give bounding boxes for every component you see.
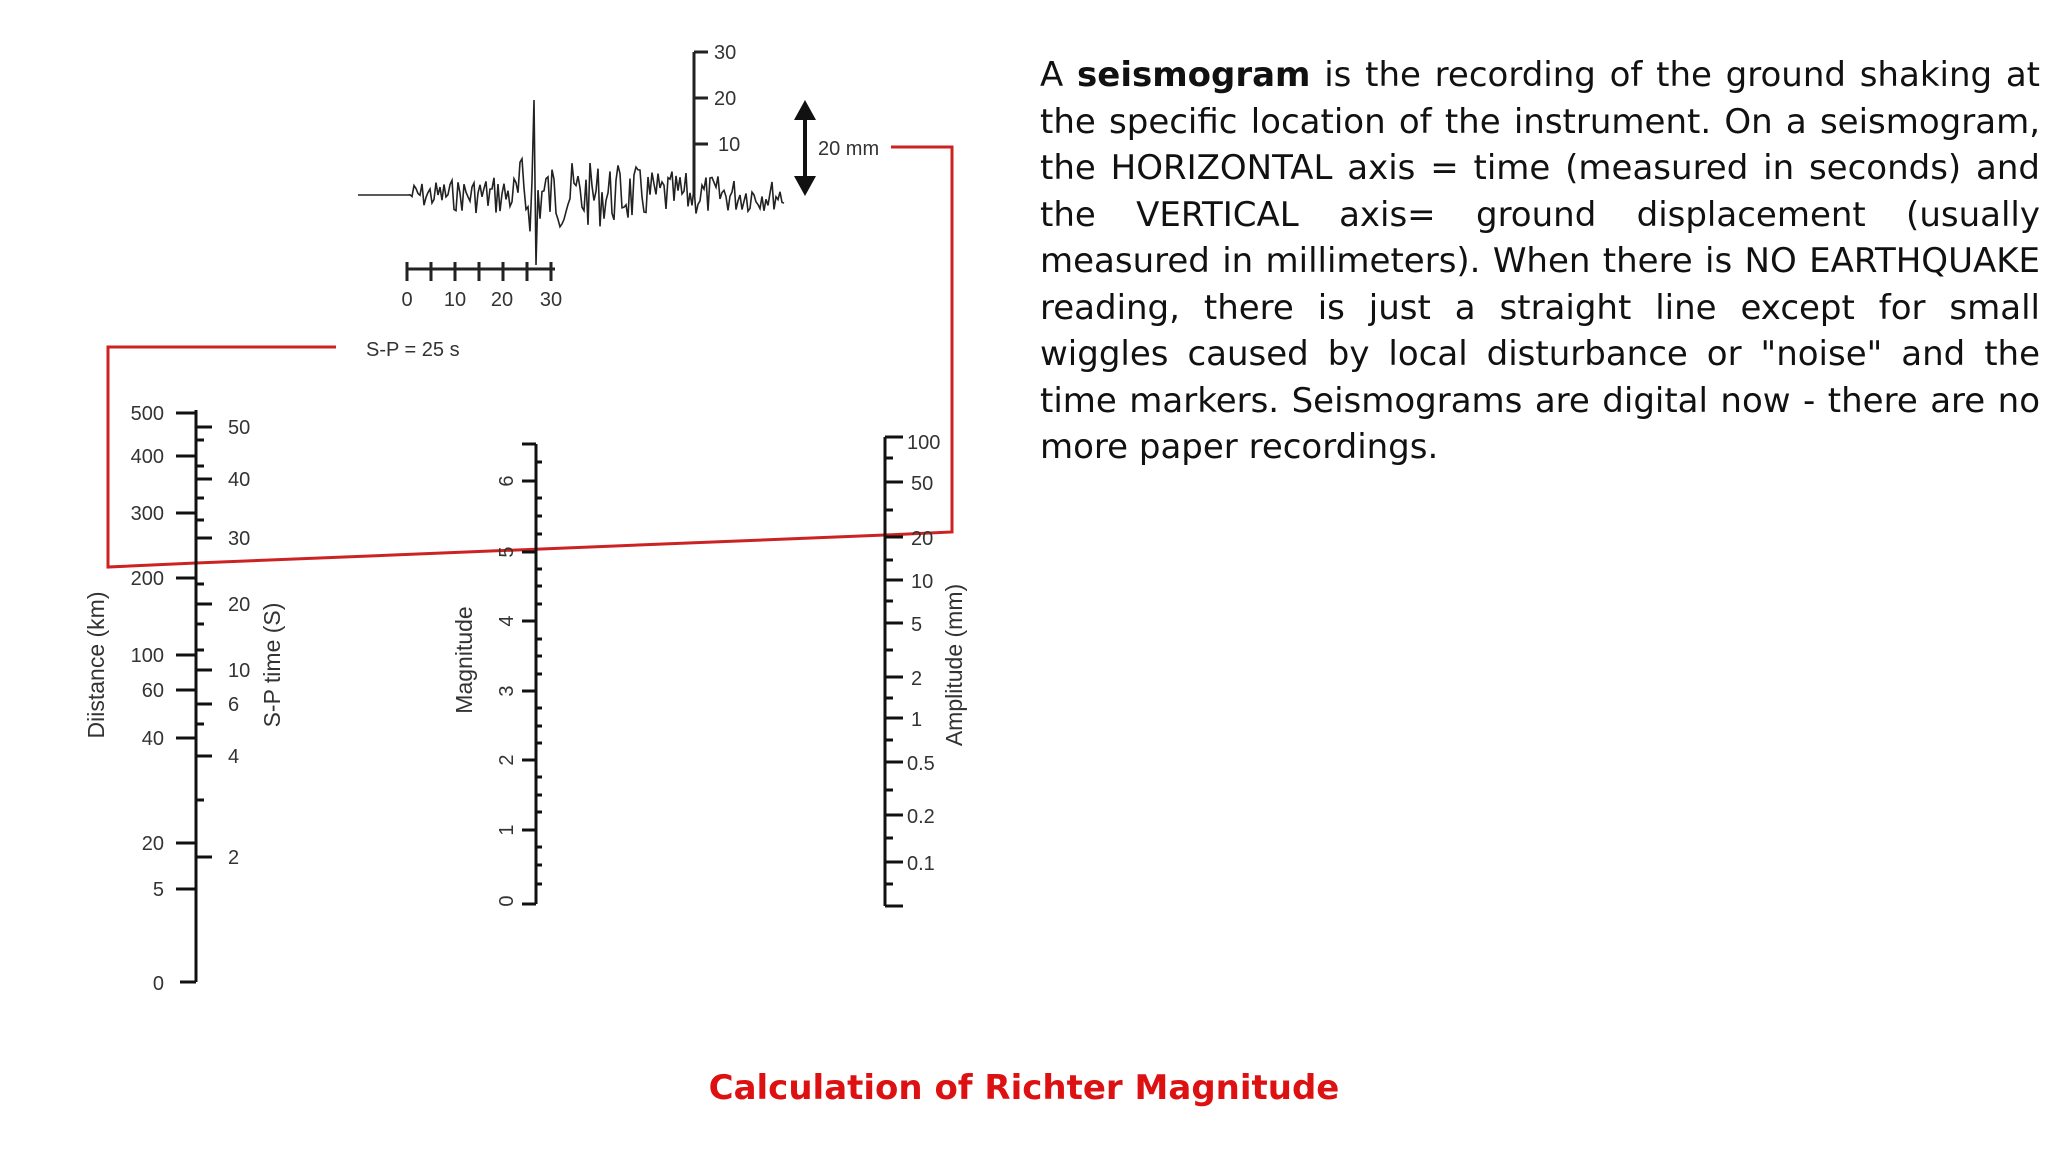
amplitude-axis-tick-label: 0.1 — [907, 853, 935, 875]
sp-tick-label: 20 — [228, 594, 250, 616]
description-body: is the recording of the ground shaking a… — [1040, 55, 2040, 467]
magnitude-axis-title: Magnitude — [451, 606, 477, 713]
magnitude-tick-label: 2 — [496, 754, 518, 765]
amplitude-axis-tick-label: 100 — [907, 432, 940, 454]
time-tick-label: 0 — [401, 289, 412, 311]
amplitude-tick-label: 30 — [714, 42, 736, 64]
magnitude-tick-label: 1 — [496, 824, 518, 835]
amplitude-axis-tick-label: 0.5 — [907, 753, 935, 775]
figure-caption: Calculation of Richter Magnitude — [708, 1068, 1340, 1108]
amplitude-tick-labels: 100 50 20 10 5 2 1 0.5 0.2 0.1 — [907, 432, 940, 875]
amplitude-axis-title: Amplitude (mm) — [941, 584, 967, 746]
distance-tick-labels: 500 400 300 200 100 60 40 20 5 0 — [131, 403, 164, 995]
amplitude-axis-tick-label: 20 — [911, 528, 933, 550]
amplitude-label: 20 mm — [818, 138, 879, 160]
distance-tick-label: 60 — [142, 680, 164, 702]
seismogram: 0 10 20 30 30 20 10 20 mm S-P = 25 s — [358, 42, 879, 361]
distance-tick-label: 100 — [131, 645, 164, 667]
sp-tick-label: 50 — [228, 417, 250, 439]
distance-tick-label: 5 — [153, 879, 164, 901]
double-arrow-icon — [794, 100, 816, 196]
time-tick-label: 30 — [540, 289, 562, 311]
time-tick-label: 10 — [444, 289, 466, 311]
sp-tick-label: 6 — [228, 694, 239, 716]
seismogram-amplitude-scale — [692, 50, 708, 196]
sp-axis-title: S-P time (S) — [259, 603, 285, 728]
distance-tick-label: 500 — [131, 403, 164, 425]
magnitude-tick-label: 3 — [496, 685, 518, 696]
amplitude-tick-label: 10 — [718, 134, 740, 156]
amplitude-axis-tick-label: 10 — [911, 571, 933, 593]
sp-label: S-P = 25 s — [366, 339, 460, 361]
distance-tick-label: 400 — [131, 446, 164, 468]
seismogram-time-scale — [405, 262, 555, 281]
description-term: seismogram — [1077, 55, 1311, 95]
sp-tick-label: 4 — [228, 746, 239, 768]
distance-tick-label: 20 — [142, 833, 164, 855]
magnitude-tick-labels: 6 5 4 3 2 1 0 — [496, 475, 518, 906]
magnitude-tick-label: 4 — [496, 615, 518, 626]
sp-tick-label: 10 — [228, 660, 250, 682]
reading-guide-lines — [106, 145, 954, 569]
distance-sp-axis — [176, 410, 212, 984]
magnitude-tick-label: 5 — [496, 546, 518, 557]
magnitude-tick-label: 0 — [496, 895, 518, 906]
sp-tick-label: 2 — [228, 847, 239, 869]
amplitude-axis-tick-label: 50 — [911, 473, 933, 495]
seismogram-trace — [358, 99, 785, 266]
magnitude-axis — [522, 442, 542, 906]
amplitude-axis-tick-label: 5 — [911, 614, 922, 636]
distance-axis-title: Diistance (km) — [83, 592, 109, 739]
amplitude-tick-label: 20 — [714, 88, 736, 110]
time-tick-label: 20 — [491, 289, 513, 311]
magnitude-tick-label: 6 — [496, 475, 518, 486]
amplitude-axis — [883, 435, 903, 908]
description-lead: A — [1040, 55, 1064, 95]
distance-tick-label: 40 — [142, 728, 164, 750]
distance-tick-label: 300 — [131, 503, 164, 525]
seismogram-description: A seismogram is the recording of the gro… — [1040, 52, 2040, 471]
amplitude-axis-tick-label: 1 — [911, 709, 922, 731]
distance-tick-label: 200 — [131, 568, 164, 590]
amplitude-axis-tick-label: 0.2 — [907, 806, 935, 828]
sp-tick-label: 30 — [228, 528, 250, 550]
distance-tick-label: 0 — [153, 973, 164, 995]
amplitude-axis-tick-label: 2 — [911, 668, 922, 690]
sp-tick-label: 40 — [228, 469, 250, 491]
sp-tick-labels: 50 40 30 20 10 6 4 2 — [228, 417, 250, 869]
